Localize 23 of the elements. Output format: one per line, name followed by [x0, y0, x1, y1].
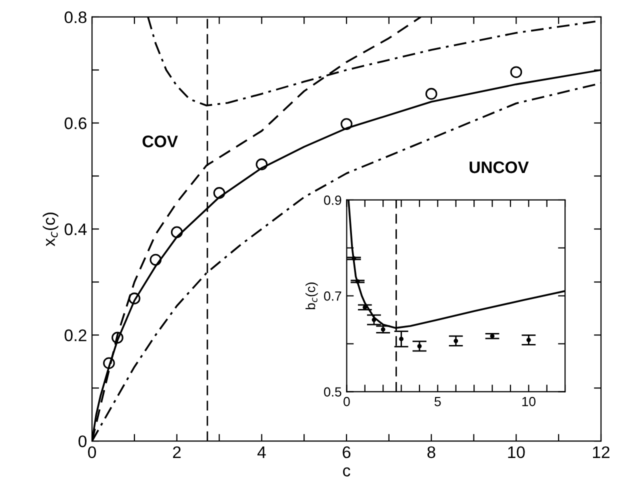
y-tick-label: 0	[78, 435, 87, 448]
x-tick-label: 0	[344, 396, 350, 406]
y-tick-label: 0.6	[64, 117, 86, 130]
x-axis-title: c	[343, 467, 350, 476]
y-tick-label: 0.8	[64, 11, 86, 24]
y-tick-label: 0.2	[64, 329, 86, 342]
y-axis-title: x$_{c}$(c)	[42, 212, 58, 246]
x-tick-label: 5	[434, 397, 441, 406]
x-tick-label: 10	[522, 396, 536, 406]
x-tick-label: 12	[593, 446, 610, 458]
annotation: UNCOV	[470, 161, 529, 174]
x-tick-label: 0	[88, 446, 96, 458]
annotation: COV	[142, 136, 178, 148]
y-axis-title: b$_{c}$(c)	[306, 282, 318, 310]
x-tick-label: 8	[427, 446, 436, 458]
y-tick-label: 0.7	[324, 291, 342, 301]
x-tick-label: 10	[508, 446, 525, 458]
y-tick-label: 0.4	[64, 223, 87, 236]
x-tick-label: 2	[173, 446, 181, 458]
y-tick-label: 0.5	[324, 387, 342, 397]
y-tick-label: 0.9	[324, 196, 342, 205]
x-tick-label: 6	[342, 446, 350, 458]
x-tick-label: 4	[257, 446, 266, 458]
